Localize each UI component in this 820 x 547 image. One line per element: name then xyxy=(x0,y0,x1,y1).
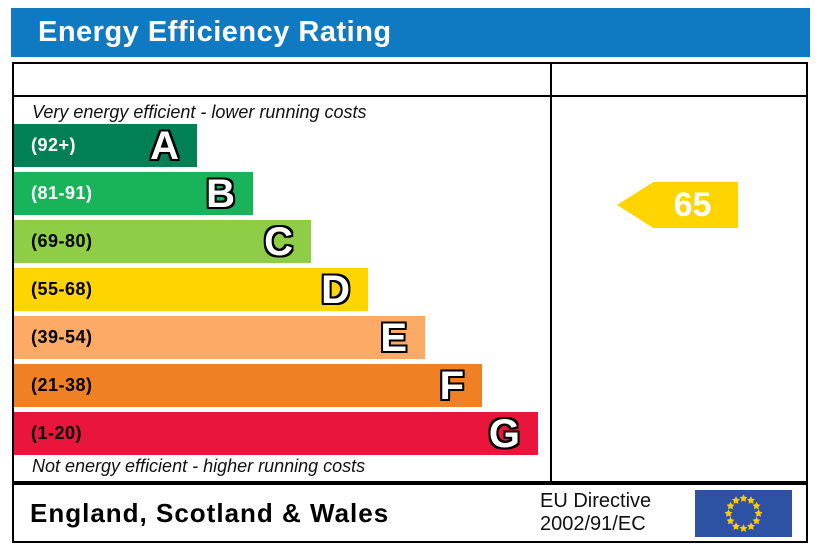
top-caption: Very energy efficient - lower running co… xyxy=(32,102,367,122)
band-letter: B xyxy=(206,171,235,216)
band-letter: E xyxy=(380,315,407,360)
eu-directive-label: EU Directive 2002/91/EC xyxy=(540,490,651,536)
rating-band-e: (39-54) E xyxy=(14,316,425,359)
rating-band-d: (55-68) D xyxy=(14,268,368,311)
eu-directive-line2: 2002/91/EC xyxy=(540,513,646,535)
band-letter: C xyxy=(264,219,293,264)
eu-flag-icon xyxy=(695,490,792,537)
band-range-label: (1-20) xyxy=(31,423,83,443)
rating-band-b: (81-91) B xyxy=(14,172,253,215)
band-range-label: (92+) xyxy=(31,135,77,155)
band-letter: D xyxy=(321,267,350,312)
title-bar: Energy Efficiency Rating xyxy=(11,8,810,57)
band-range-label: (69-80) xyxy=(31,231,93,251)
header-row-divider xyxy=(14,95,806,97)
eu-directive-line1: EU Directive xyxy=(540,490,652,512)
band-range-label: (55-68) xyxy=(31,279,93,299)
band-range-label: (39-54) xyxy=(31,327,93,347)
current-rating-arrow: 65 xyxy=(617,182,738,228)
band-letter: F xyxy=(439,363,464,408)
rating-band-a: (92+) A xyxy=(14,124,197,167)
bottom-caption: Not energy efficient - higher running co… xyxy=(32,456,366,476)
band-letter: A xyxy=(150,123,179,168)
rating-band-g: (1-20) G xyxy=(14,412,538,455)
column-divider xyxy=(550,64,552,481)
rating-band-c: (69-80) C xyxy=(14,220,311,263)
band-range-label: (21-38) xyxy=(31,375,93,395)
page-title: Energy Efficiency Rating xyxy=(38,16,392,48)
region-label: England, Scotland & Wales xyxy=(30,498,390,528)
rating-band-f: (21-38) F xyxy=(14,364,482,407)
band-letter: G xyxy=(488,411,520,456)
current-rating-value: 65 xyxy=(673,185,712,224)
rating-table: Very energy efficient - lower running co… xyxy=(12,62,808,483)
footer-bar: England, Scotland & Wales EU Directive 2… xyxy=(12,483,808,543)
band-range-label: (81-91) xyxy=(31,183,93,203)
